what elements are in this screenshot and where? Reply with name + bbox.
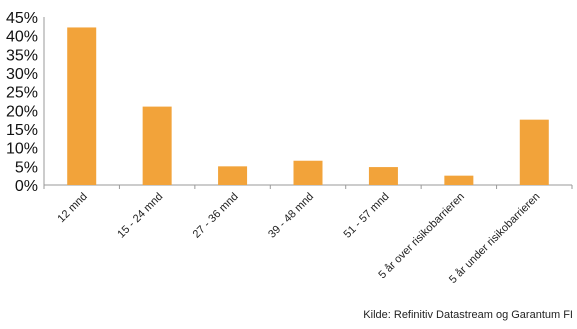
x-tick-label: 15 - 24 mnd [115,191,165,241]
x-tick-label: 12 mnd [55,191,89,225]
y-tick-label: 15% [6,122,38,139]
x-tick-label: 39 - 48 mnd [266,191,316,241]
bars [67,27,549,185]
y-tick-label: 20% [6,103,38,120]
bar [142,106,172,185]
y-tick-label: 30% [6,66,38,83]
bar [218,166,248,185]
x-axis [43,184,573,189]
bar [368,167,398,185]
bar [519,119,549,185]
y-tick-label: 5% [15,159,38,176]
y-tick-label: 0% [15,178,38,195]
y-tick-label: 40% [6,29,38,46]
bar [444,175,474,185]
bar [293,160,323,185]
x-tick-labels: 12 mnd 15 - 24 mnd 27 - 36 mnd 39 - 48 mnd 5… [55,191,542,286]
x-tick-label: 51 - 57 mnd [342,191,392,241]
bar [67,27,97,185]
y-axis: 0% 5%10% 15% 20%25% 30% 35%40% 45% [6,10,45,195]
y-tick-label: 10% [6,141,38,158]
source-note: Kilde: Refinitiv Datastream og Garantum … [363,309,573,321]
x-tick-label: 27 - 36 mnd [191,191,241,241]
x-tick-label: 5 år over risikobarrieren [376,191,467,282]
y-tick-label: 45% [6,10,38,27]
y-tick-label: 35% [6,47,38,64]
x-tick-label: 5 år under risikobarrieren [447,191,542,286]
y-tick-label: 25% [6,85,38,102]
